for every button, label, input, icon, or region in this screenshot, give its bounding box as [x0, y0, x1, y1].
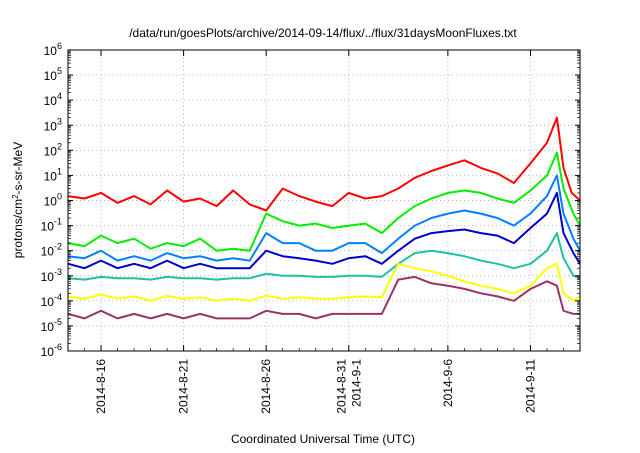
x-tick-label: 2014-8-26: [259, 359, 273, 414]
y-tick-label: 10-5: [41, 317, 62, 334]
y-axis-label: protons/cm2-s-sr-MeV: [11, 142, 25, 258]
y-tick-label: 100: [44, 192, 62, 209]
x-tick-label: 2014-8-16: [94, 359, 108, 414]
y-axis-label-rest: -s-sr-MeV: [11, 142, 25, 195]
y-axis-label-main: protons/cm: [11, 199, 25, 258]
y-tick-label: 105: [44, 66, 62, 83]
series-line-2: [67, 151, 581, 252]
x-axis: 2014-8-16 2014-8-21 2014-8-26 2014-8-31 2014…: [67, 50, 581, 414]
x-tick-label: 2014-8-31: [334, 359, 348, 414]
x-axis-label: Coordinated Universal Time (UTC): [231, 432, 415, 446]
y-tick-label: 10-3: [41, 267, 62, 284]
y-tick-label: 101: [44, 166, 62, 183]
series-line-4: [67, 191, 581, 270]
x-tick-label: 2014-9-11: [523, 359, 537, 413]
y-tick-label: 10-4: [41, 292, 62, 309]
series-line-7: [67, 275, 580, 320]
x-tick-label: 2014-9-6: [441, 359, 455, 407]
y-tick-label: 104: [44, 91, 62, 108]
y-tick-label: 103: [44, 116, 62, 133]
series-line-5: [67, 232, 581, 281]
x-tick-label: 2014-8-21: [177, 359, 191, 414]
y-tick-label: 106: [44, 41, 62, 58]
series-line-6: [67, 262, 581, 302]
y-tick-label: 10-1: [41, 217, 62, 234]
y-axis: 10-6 10-5 10-4 10-3 10-2 10-1 100 101 102 103 104 1…: [41, 41, 580, 359]
series-group: [67, 116, 581, 320]
series-line-1: [67, 116, 581, 212]
y-axis-label-sup: 2: [11, 194, 20, 199]
series-line-3: [67, 174, 581, 262]
y-tick-label: 10-6: [41, 342, 62, 359]
x-tick-label: 2014-9-1: [349, 359, 363, 407]
y-tick-label: 10-2: [41, 242, 62, 259]
chart-title: /data/run/goesPlots/archive/2014-09-14/f…: [129, 26, 517, 40]
y-tick-label: 102: [44, 141, 62, 158]
